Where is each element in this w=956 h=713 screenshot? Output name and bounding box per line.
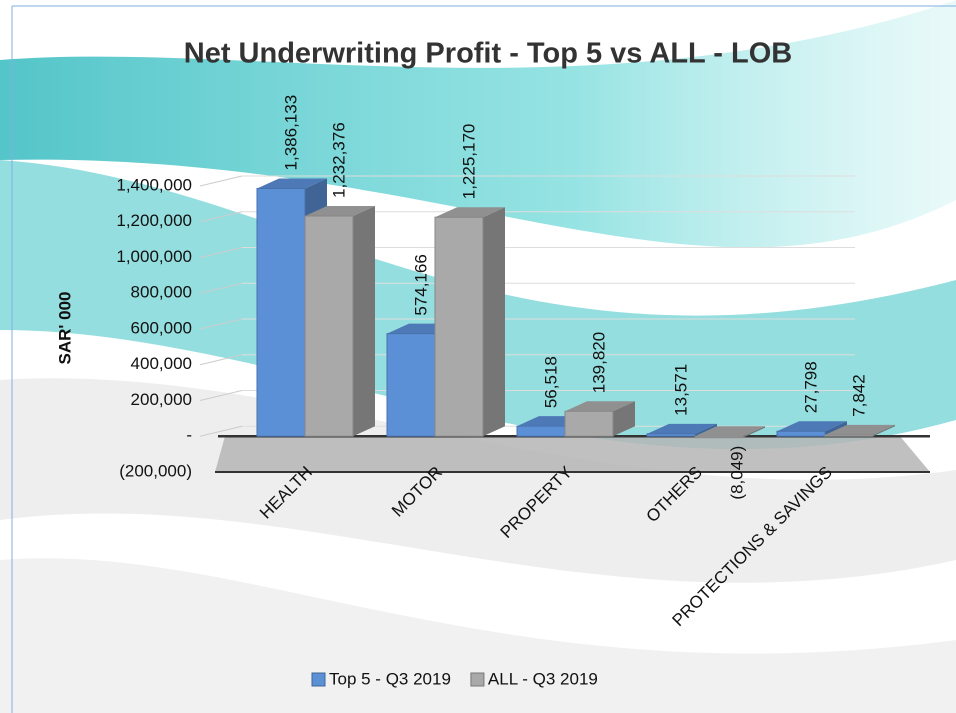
- legend-swatch: [312, 673, 325, 686]
- bar: [387, 334, 435, 437]
- value-label: 139,820: [589, 332, 608, 393]
- bar: [695, 436, 743, 437]
- bar: [825, 435, 873, 436]
- bar-side: [353, 206, 375, 436]
- value-label: 27,798: [801, 361, 820, 413]
- y-tick-label: -: [186, 426, 192, 445]
- bar: [647, 434, 695, 436]
- page: Net Underwriting Profit - Top 5 vs ALL -…: [0, 0, 956, 713]
- chart: Net Underwriting Profit - Top 5 vs ALL -…: [0, 0, 956, 713]
- value-label: 56,518: [541, 356, 560, 408]
- legend-label: Top 5 - Q3 2019: [329, 669, 451, 688]
- y-tick-label: (200,000): [119, 461, 192, 480]
- value-label: 1,232,376: [329, 122, 348, 198]
- value-label: 574,166: [411, 254, 430, 315]
- y-tick-label: 1,400,000: [116, 175, 192, 194]
- value-label: 1,386,133: [281, 95, 300, 171]
- legend-item: ALL - Q3 2019: [471, 669, 598, 688]
- bar: [305, 216, 353, 436]
- value-label: 7,842: [849, 374, 868, 417]
- y-tick-label: 200,000: [131, 390, 192, 409]
- bar: [517, 426, 565, 436]
- y-tick-label: 600,000: [131, 318, 192, 337]
- bar: [565, 411, 613, 436]
- legend-label: ALL - Q3 2019: [488, 669, 598, 688]
- bar: [435, 217, 483, 436]
- bar: [257, 188, 305, 436]
- bar: [777, 431, 825, 436]
- grid-line: [200, 176, 242, 186]
- y-tick-label: 1,200,000: [116, 211, 192, 230]
- value-label: (8,049): [727, 446, 746, 500]
- value-label: 13,571: [671, 364, 690, 416]
- y-tick-label: 800,000: [131, 283, 192, 302]
- value-label: 1,225,170: [459, 124, 478, 200]
- legend-swatch: [471, 673, 484, 686]
- y-tick-label: 1,000,000: [116, 247, 192, 266]
- bar-side: [483, 207, 505, 436]
- chart-title: Net Underwriting Profit - Top 5 vs ALL -…: [184, 38, 792, 70]
- y-axis-label: SAR' 000: [55, 291, 74, 364]
- legend-item: Top 5 - Q3 2019: [312, 669, 451, 688]
- y-tick-label: 400,000: [131, 354, 192, 373]
